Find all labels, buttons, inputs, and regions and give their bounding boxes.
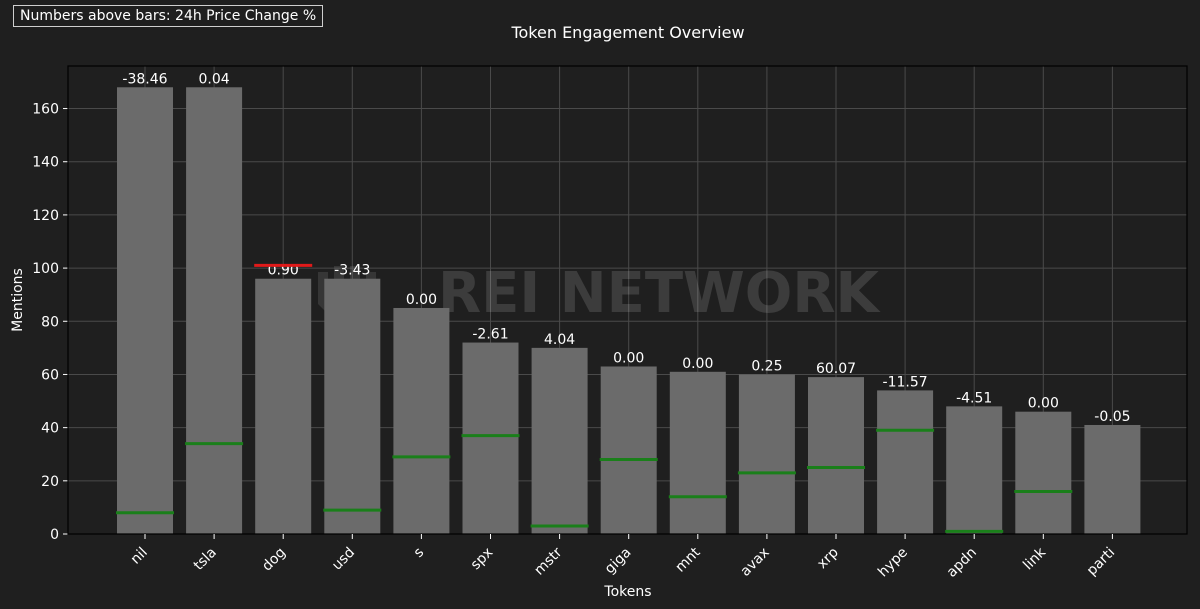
y-tick-label: 40 <box>41 421 59 437</box>
bar <box>1015 411 1072 534</box>
y-tick-label: 100 <box>32 261 59 277</box>
y-tick-label: 120 <box>32 208 59 224</box>
bar <box>462 342 519 534</box>
bar-label: 0.00 <box>613 350 644 366</box>
bar <box>877 390 934 534</box>
y-tick-label: 160 <box>32 102 59 118</box>
bar-label: 0.00 <box>1028 396 1059 412</box>
bar <box>808 377 864 534</box>
bar <box>531 347 588 534</box>
x-axis-label: Tokens <box>603 584 651 600</box>
bar <box>946 406 1003 534</box>
watermark-text: REI NETWORK <box>438 261 882 326</box>
bar-label: -2.61 <box>472 327 508 343</box>
chart-title: Token Engagement Overview <box>510 23 744 42</box>
bar-label: 0.25 <box>751 358 782 374</box>
bar-label: 4.04 <box>544 332 575 348</box>
y-tick-label: 20 <box>41 474 59 490</box>
bar <box>255 278 312 534</box>
bar-label: 0.00 <box>682 356 713 372</box>
chart-note: Numbers above bars: 24h Price Change % <box>13 5 324 27</box>
bar <box>669 371 726 534</box>
y-tick-label: 0 <box>50 527 59 543</box>
y-tick-label: 60 <box>41 367 59 383</box>
bar-label: -0.05 <box>1094 409 1130 425</box>
bar <box>117 87 173 534</box>
y-tick-label: 140 <box>32 155 59 171</box>
bar <box>393 307 450 534</box>
bar <box>1084 424 1141 534</box>
bar <box>600 366 657 534</box>
bar <box>186 87 243 534</box>
bar-label: 0.00 <box>406 292 437 308</box>
bar <box>324 278 381 534</box>
bar-label: -11.57 <box>883 374 928 390</box>
bar-label: -4.51 <box>956 390 992 406</box>
y-tick-label: 80 <box>41 314 59 330</box>
plot-frame <box>67 65 1188 535</box>
bar-label: 0.04 <box>199 71 230 87</box>
y-axis-label: Mentions <box>10 268 26 332</box>
bar-label: -38.46 <box>122 71 167 87</box>
bar-label: -3.43 <box>334 263 370 279</box>
bar-label: 60.07 <box>816 361 856 377</box>
bar <box>738 374 795 534</box>
